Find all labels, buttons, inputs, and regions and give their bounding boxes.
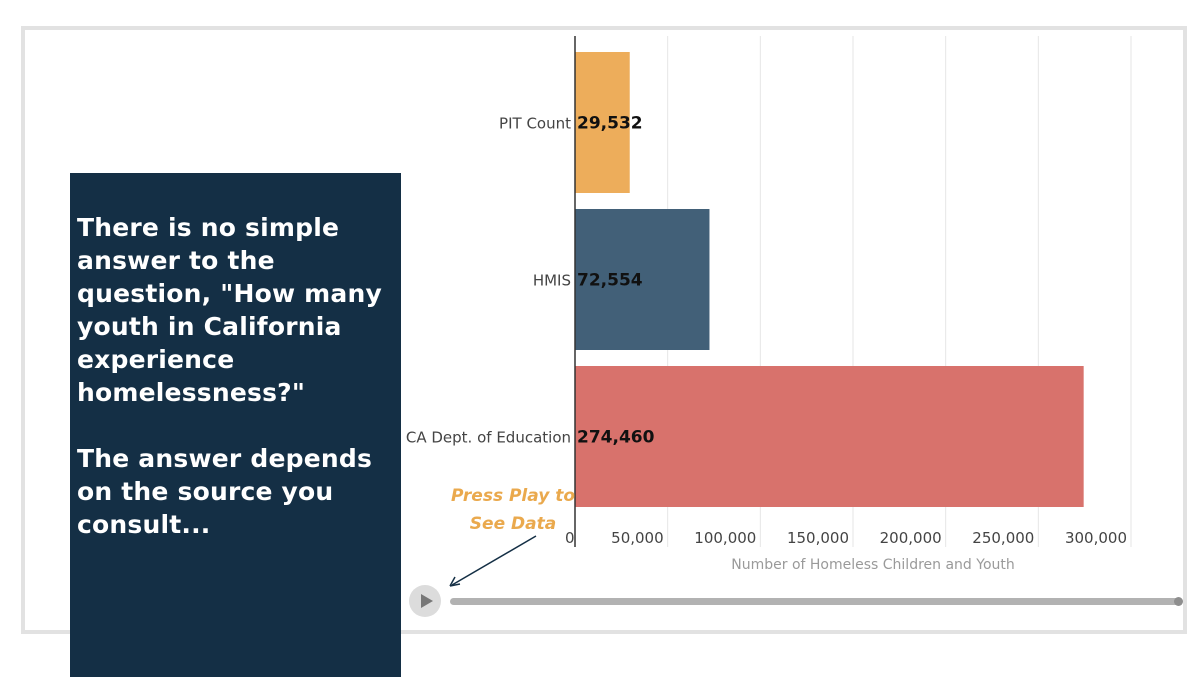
hint-line-2: See Data — [469, 514, 557, 534]
data-label: 29,532 — [577, 114, 643, 134]
category-label: HMIS — [533, 272, 571, 290]
timeline-scrubber[interactable] — [450, 598, 1180, 605]
data-label: 274,460 — [577, 428, 655, 448]
hint-arrow-icon — [449, 535, 537, 587]
play-button[interactable] — [409, 585, 441, 617]
bar — [575, 366, 1084, 507]
x-axis-title: Number of Homeless Children and Youth — [731, 557, 1015, 573]
data-label: 72,554 — [577, 271, 643, 291]
intro-answer-text: The answer depends on the source you con… — [77, 444, 373, 539]
press-play-hint: Press Play to See Data — [438, 482, 588, 538]
hint-line-1: Press Play to — [450, 486, 576, 506]
intro-text-panel: There is no simple answer to the questio… — [70, 173, 401, 677]
x-tick-label: 50,000 — [611, 529, 664, 547]
category-label: CA Dept. of Education — [406, 429, 571, 447]
x-tick-label: 150,000 — [787, 529, 849, 547]
x-tick-label: 200,000 — [880, 529, 942, 547]
x-tick-label: 300,000 — [1065, 529, 1127, 547]
category-label: PIT Count — [499, 115, 571, 133]
x-tick-label: 100,000 — [694, 529, 756, 547]
timeline-scrubber-handle[interactable] — [1174, 597, 1183, 606]
x-tick-label: 250,000 — [972, 529, 1034, 547]
x-tick-label: 0 — [565, 529, 575, 547]
bar — [575, 52, 630, 193]
bar — [575, 209, 710, 350]
intro-question-text: There is no simple answer to the questio… — [77, 213, 382, 407]
